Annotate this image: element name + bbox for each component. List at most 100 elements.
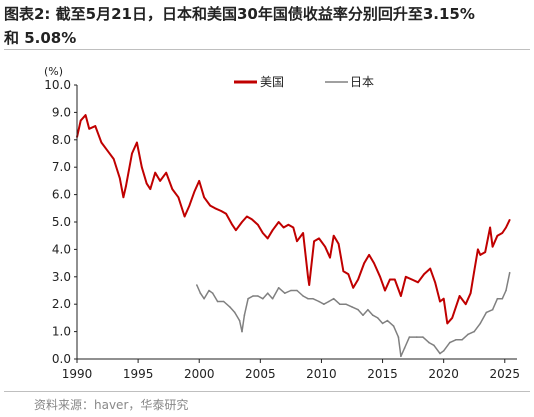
figure-title: 图表2: 截至5月21日，日本和美国30年国债收益率分别回升至3.15% 和 5… [4, 2, 530, 50]
source-note: 资料来源：haver，华泰研究 [34, 398, 189, 412]
data-point-us [251, 218, 253, 221]
source-divider [4, 391, 530, 392]
y-tick-label: 1.0 [52, 325, 71, 339]
data-point-us [324, 245, 326, 248]
x-tick-label: 2015 [367, 367, 398, 381]
data-point-us [131, 152, 133, 155]
data-point-jp [208, 289, 210, 292]
data-point-us [308, 284, 311, 286]
data-point-jp [392, 325, 395, 327]
data-point-us [352, 287, 355, 289]
data-point-jp [241, 330, 243, 333]
data-point-jp [302, 295, 304, 297]
data-point-jp [400, 355, 402, 358]
title-underline [4, 49, 530, 50]
data-point-jp [357, 308, 359, 311]
data-point-us [271, 229, 274, 231]
x-tick-labels: 1990 1995 2000 2005 2010 2015 2020 2025 [62, 359, 520, 381]
data-point-jp [508, 271, 511, 274]
data-point-jp [449, 341, 451, 344]
data-point-us [287, 223, 290, 226]
data-point-us [307, 276, 309, 278]
data-point-jp [211, 292, 214, 295]
data-point-jp [362, 314, 364, 317]
data-point-us [505, 226, 507, 229]
data-point-jp [442, 350, 445, 352]
data-point-jp [367, 308, 369, 311]
data-point-us [357, 278, 359, 281]
data-point-us [373, 262, 375, 264]
data-point-us [332, 234, 335, 237]
data-point-us [88, 128, 90, 130]
data-point-us [400, 295, 402, 297]
data-point-us [220, 210, 222, 212]
series-line-us [76, 114, 511, 325]
data-point-jp [439, 352, 441, 355]
data-point-us [84, 114, 87, 116]
data-point-us [257, 223, 259, 226]
data-point-us [214, 207, 216, 210]
data-point-us [379, 276, 381, 278]
data-point-jp [339, 303, 341, 306]
data-point-jp [222, 300, 225, 303]
data-point-jp [428, 341, 430, 344]
data-point-us [473, 270, 476, 273]
data-point-jp [485, 311, 488, 314]
data-point-us [203, 196, 205, 199]
data-point-us [241, 221, 243, 223]
data-point-jp [266, 292, 269, 295]
data-point-us [442, 297, 445, 300]
data-point-jp [422, 336, 424, 338]
data-point-jp [199, 292, 202, 295]
data-point-us [282, 226, 285, 229]
data-point-jp [257, 295, 259, 297]
data-point-jp [479, 322, 482, 325]
data-point-us [489, 226, 491, 229]
data-point-us [405, 276, 407, 278]
y-tick-label: 0.0 [52, 352, 71, 366]
data-point-us [177, 196, 180, 199]
data-point-us [235, 229, 237, 231]
data-point-jp [501, 297, 504, 300]
x-tick-label: 2005 [245, 367, 276, 381]
data-point-us [112, 158, 115, 160]
data-point-jp [473, 330, 476, 333]
data-point-jp [262, 297, 264, 300]
data-point-jp [408, 336, 411, 338]
y-tick-label: 3.0 [52, 270, 71, 284]
data-point-us [141, 166, 143, 168]
data-point-us [477, 248, 479, 251]
data-point-us [451, 317, 454, 319]
data-point-jp [461, 339, 463, 341]
data-point-us [94, 125, 97, 127]
data-point-us [266, 237, 269, 240]
data-point-jp [277, 287, 280, 289]
data-point-us [429, 267, 432, 270]
data-point-us [464, 303, 467, 306]
x-tick-label: 1995 [123, 367, 154, 381]
y-tick-label: 4.0 [52, 242, 71, 256]
data-point-jp [290, 289, 292, 292]
data-point-jp [491, 308, 494, 311]
data-point-us [145, 182, 148, 185]
data-point-jp [381, 322, 384, 325]
data-point-us [225, 213, 227, 215]
figure-title-line1: 图表2: 截至5月21日，日本和美国30年国债收益率分别回升至3.15% [4, 5, 475, 23]
data-point-jp [376, 317, 379, 319]
data-point-us [159, 180, 161, 182]
data-point-us [446, 322, 449, 325]
data-point-jp [229, 306, 231, 308]
data-point-us [439, 300, 441, 303]
data-point-us [347, 273, 350, 275]
data-point-us [231, 223, 233, 226]
data-point-us [423, 273, 425, 275]
data-point-us [455, 306, 457, 308]
legend: 美国 日本 [234, 75, 374, 89]
y-tick-label: 10.0 [44, 78, 71, 92]
data-point-jp [386, 319, 389, 322]
data-point-jp [433, 344, 435, 347]
data-point-us [496, 234, 499, 237]
data-point-us [389, 278, 391, 281]
data-point-jp [467, 333, 469, 336]
x-tick-label: 1990 [62, 367, 93, 381]
